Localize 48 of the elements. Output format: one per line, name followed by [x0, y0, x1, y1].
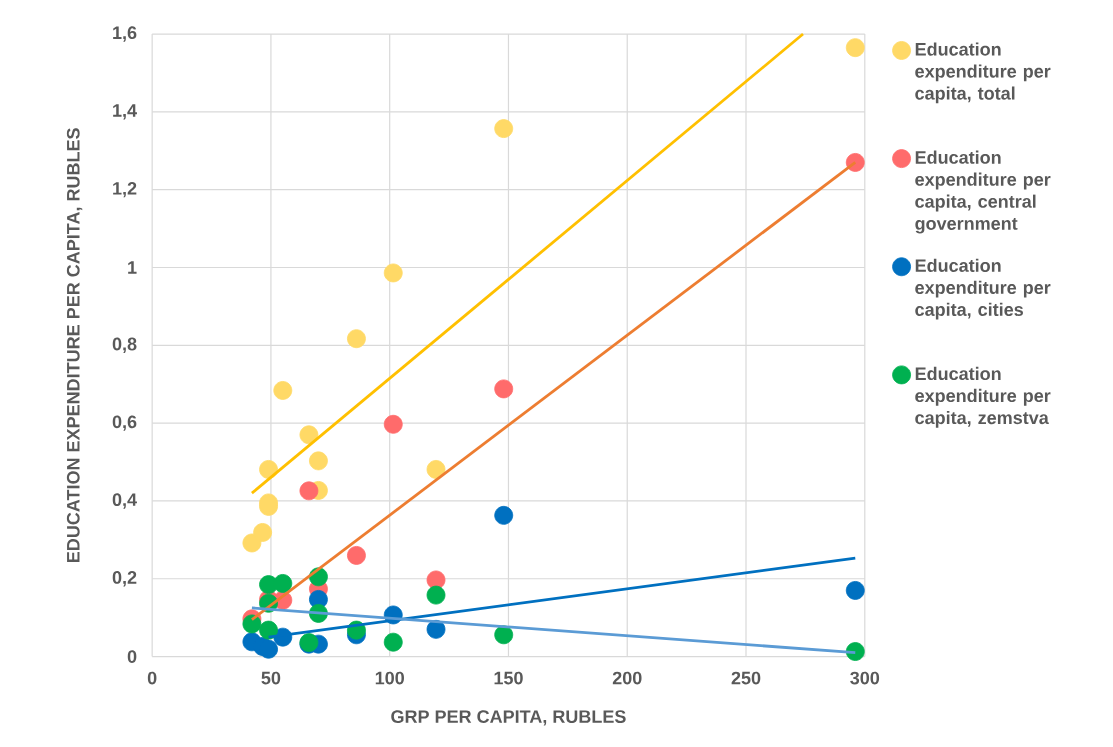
point — [253, 523, 273, 543]
point — [347, 329, 366, 349]
point — [259, 620, 278, 640]
x-tick-label: 0 — [147, 671, 157, 685]
point — [426, 585, 446, 605]
point — [845, 38, 865, 58]
x-tick-label: 150 — [494, 671, 523, 685]
point — [426, 570, 446, 590]
point — [383, 632, 403, 652]
x-tick-label: 250 — [731, 671, 761, 685]
y-tick-label: 0,4 — [112, 493, 137, 509]
point — [259, 639, 278, 659]
x-tick-label: 100 — [375, 671, 404, 685]
x-tick-label: 200 — [612, 671, 642, 685]
x-tick-label: 50 — [261, 671, 281, 685]
legend-label: Education expenditure per capita, total — [915, 42, 1051, 104]
point — [426, 460, 446, 479]
y-tick-label: 1,4 — [113, 104, 137, 120]
point — [242, 533, 262, 553]
point — [494, 379, 514, 399]
legend-label: Education expenditure per capita, central government — [915, 150, 1051, 234]
point — [242, 614, 262, 634]
point — [273, 574, 293, 594]
y-tick-label: 1,2 — [113, 182, 137, 198]
point — [383, 263, 403, 283]
y-tick-label: 1,6 — [113, 26, 137, 42]
y-tick-label: 1 — [128, 261, 137, 274]
x-tick-label: 300 — [850, 671, 880, 685]
y-tick-label: 0,2 — [112, 571, 137, 587]
point — [845, 153, 865, 172]
x-axis-title: GRP PER CAPITA, RUBLES — [391, 710, 626, 726]
point — [494, 625, 514, 645]
legend-label: Education expenditure per capita, zemstva — [915, 367, 1051, 428]
point — [383, 415, 403, 434]
point — [299, 481, 319, 501]
point — [845, 581, 865, 601]
legend-label: Education expenditure per capita, cities — [915, 258, 1051, 320]
y-tick-label: 0,8 — [112, 337, 137, 354]
point — [494, 119, 514, 139]
y-axis-title: EDUCATION EXPENDITURE PER CAPITA, RUBLES — [66, 128, 83, 563]
point — [845, 642, 865, 662]
point — [273, 381, 293, 401]
y-tick-label: 0,6 — [112, 415, 137, 431]
point — [299, 425, 319, 445]
y-tick-label: 0 — [127, 650, 137, 664]
point — [309, 451, 328, 471]
point — [347, 546, 366, 565]
point — [494, 506, 514, 525]
